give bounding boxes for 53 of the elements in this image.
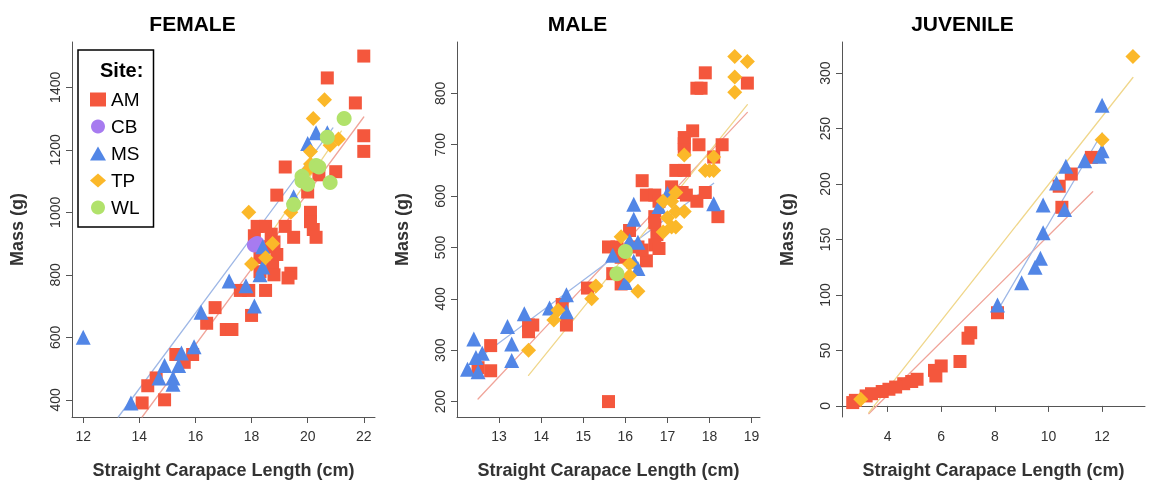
y-tick-label: 0: [817, 401, 833, 410]
x-tick-label: 22: [355, 428, 372, 444]
y-tick-label: 500: [432, 235, 448, 260]
y-tick-label: 600: [432, 184, 448, 208]
y-tick-label: 1200: [47, 134, 63, 166]
chart-title: JUVENILE: [911, 12, 1014, 35]
y-tick-label: 250: [817, 116, 833, 141]
legend-title: Site:: [100, 59, 144, 81]
y-tick-label: 300: [432, 338, 448, 362]
x-tick-label: 15: [575, 428, 592, 444]
x-tick-label: 10: [1040, 428, 1057, 444]
y-tick-label: 1400: [47, 71, 63, 103]
chart-title: FEMALE: [149, 12, 236, 35]
x-axis-title: Straight Carapace Length (cm): [477, 460, 740, 480]
y-tick-label: 400: [432, 286, 448, 311]
y-tick-label: 700: [432, 132, 448, 157]
x-tick-label: 12: [1094, 428, 1111, 444]
legend-label: WL: [111, 197, 140, 218]
y-axis-title: Mass (g): [777, 192, 797, 267]
chart-title: MALE: [547, 12, 608, 35]
y-tick-label: 300: [817, 61, 833, 85]
x-axis-title: Straight Carapace Length (cm): [862, 460, 1125, 480]
y-tick-label: 50: [817, 342, 833, 359]
y-tick-label: 800: [47, 262, 63, 287]
y-tick-label: 150: [817, 227, 833, 252]
x-tick-label: 16: [617, 428, 634, 444]
x-tick-label: 18: [701, 428, 718, 444]
y-tick-label: 200: [817, 172, 833, 196]
y-tick-label: 1000: [47, 196, 63, 228]
x-tick-label: 16: [187, 428, 204, 444]
x-tick-label: 20: [299, 428, 316, 444]
x-tick-label: 14: [131, 428, 148, 444]
x-tick-label: 17: [659, 428, 676, 444]
legend-label: AM: [111, 89, 140, 110]
y-tick-label: 100: [817, 283, 833, 307]
x-tick-label: 12: [75, 428, 92, 444]
x-tick-label: 18: [243, 428, 260, 444]
x-tick-label: 19: [743, 428, 760, 444]
x-tick-label: 8: [990, 428, 999, 444]
x-axis-title: Straight Carapace Length (cm): [92, 460, 355, 480]
y-tick-label: 400: [47, 387, 63, 412]
legend-label: TP: [111, 170, 136, 191]
y-axis-title: Mass (g): [392, 192, 412, 267]
y-axis-title: Mass (g): [7, 192, 27, 267]
x-tick-label: 6: [937, 428, 946, 444]
legend-label: MS: [111, 143, 140, 164]
y-tick-label: 800: [432, 81, 448, 106]
legend-label: CB: [111, 116, 138, 137]
x-tick-label: 13: [491, 428, 508, 444]
y-tick-label: 600: [47, 325, 63, 349]
y-tick-label: 200: [432, 389, 448, 414]
x-tick-label: 4: [883, 428, 892, 444]
x-tick-label: 14: [533, 428, 550, 444]
